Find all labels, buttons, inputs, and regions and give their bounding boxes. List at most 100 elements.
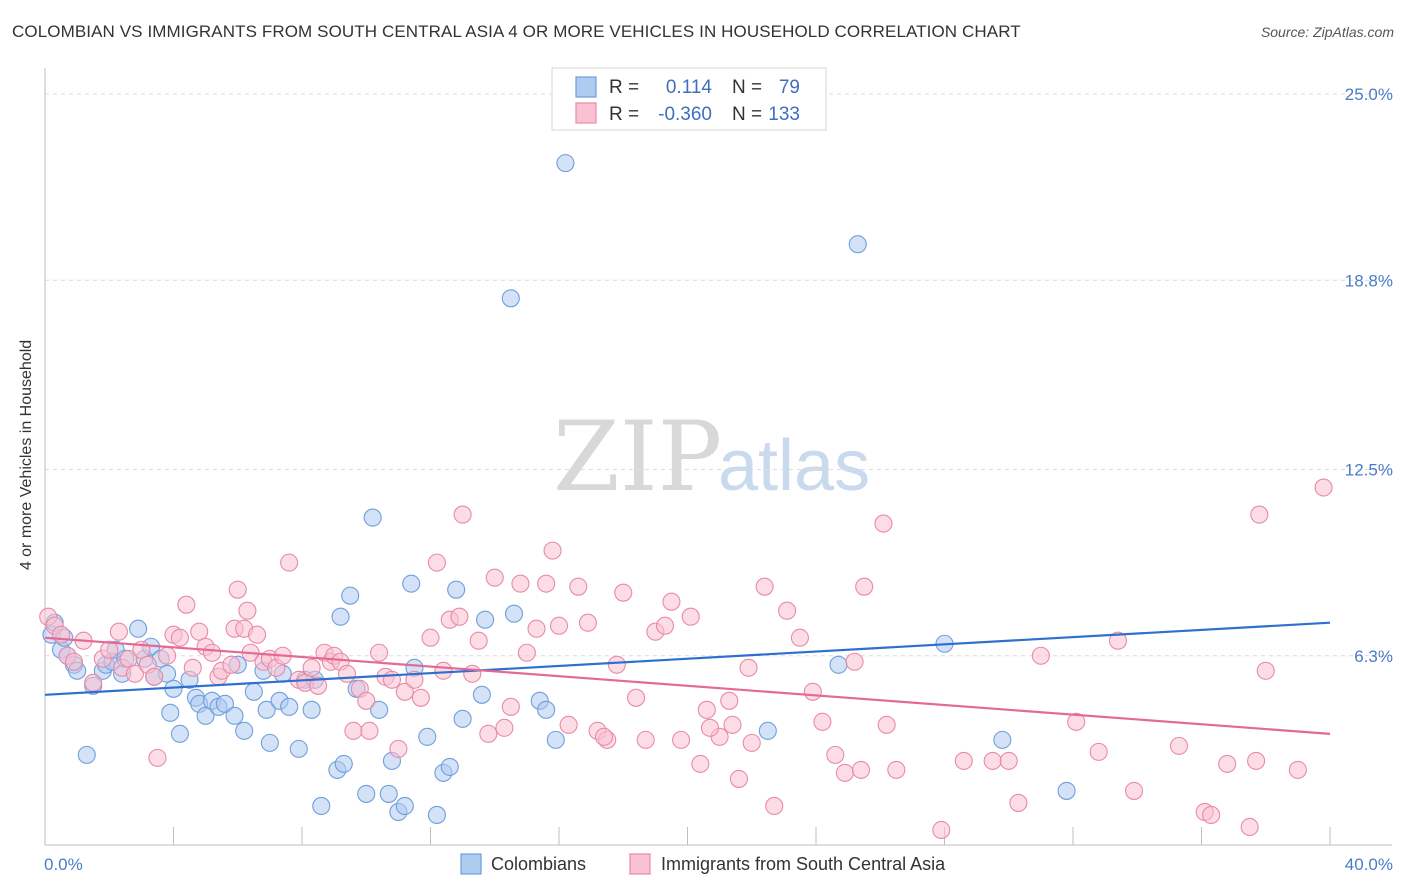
data-point (145, 667, 164, 686)
data-point (517, 643, 536, 662)
data-point (501, 289, 520, 308)
data-point (813, 712, 832, 731)
data-point (742, 733, 761, 752)
data-point (1247, 751, 1266, 770)
data-point (723, 715, 742, 734)
legend-r-label: R = (609, 104, 639, 125)
data-point (700, 718, 720, 737)
data-point (826, 745, 845, 764)
data-point (607, 655, 626, 674)
data-point (337, 664, 357, 683)
series-legend-swatch-colombians (460, 853, 482, 875)
data-point (559, 715, 578, 734)
data-point (546, 730, 565, 749)
source-label: Source: ZipAtlas.com (1260, 24, 1394, 40)
legend-n-value: 79 (779, 77, 800, 98)
legend-r-value: 0.114 (666, 77, 713, 98)
data-point (183, 658, 202, 677)
data-point (1202, 805, 1221, 825)
data-point (479, 724, 498, 743)
data-point (720, 691, 739, 710)
data-point (790, 628, 809, 647)
data-point (627, 688, 646, 707)
data-point (778, 601, 797, 620)
data-point (993, 730, 1012, 749)
data-point (1057, 781, 1076, 800)
data-point (1218, 754, 1237, 773)
trend-line-colombians (44, 621, 1331, 696)
data-point (543, 541, 562, 560)
data-point (370, 643, 389, 662)
data-point (453, 709, 472, 728)
data-point (472, 685, 491, 704)
data-point (309, 676, 328, 695)
series-immigrants-points (39, 478, 1333, 840)
data-point (357, 691, 376, 710)
data-point (501, 697, 520, 716)
data-point (421, 628, 440, 647)
data-point (302, 700, 321, 719)
data-point (874, 514, 893, 533)
data-point (190, 622, 209, 641)
data-point (855, 577, 874, 596)
data-point (1314, 478, 1333, 497)
chart-title: COLOMBIAN VS IMMIGRANTS FROM SOUTH CENTR… (12, 22, 1021, 41)
data-point (983, 751, 1002, 770)
legend-swatch-immigrants (575, 102, 597, 124)
data-point (829, 655, 848, 674)
data-point (845, 652, 864, 671)
tick-labels: 6.3% 12.5% 18.8% 25.0% 0.0% 40.0% (44, 85, 1393, 874)
data-point (851, 760, 871, 779)
data-point (215, 694, 234, 713)
data-point (402, 574, 421, 593)
data-point (357, 784, 376, 803)
data-point (463, 664, 482, 683)
grid-lines (45, 93, 1392, 657)
data-point (228, 580, 247, 599)
data-point (203, 643, 222, 662)
correlation-legend: R = 0.114 N = 79 R = -0.360 N = 133 (551, 67, 827, 131)
data-point (877, 715, 896, 734)
legend-n-label: N = (732, 104, 762, 125)
data-point (405, 670, 424, 689)
legend-swatch-colombians (575, 76, 597, 98)
data-point (672, 730, 691, 749)
data-point (697, 700, 716, 719)
data-point (280, 553, 299, 572)
data-point (469, 631, 488, 650)
data-point (341, 586, 360, 605)
data-point (1288, 760, 1307, 779)
data-point (729, 769, 748, 788)
series-legend-label-immigrants: Immigrants from South Central Asia (661, 854, 946, 874)
data-point (235, 721, 254, 740)
data-point (504, 604, 524, 623)
data-point (411, 688, 430, 707)
data-point (578, 613, 597, 632)
data-point (569, 577, 588, 596)
y-tick-label: 6.3% (1354, 647, 1393, 666)
data-point (887, 760, 906, 779)
series-legend: Colombians Immigrants from South Central… (460, 853, 946, 875)
data-point (177, 595, 196, 614)
data-point (370, 700, 389, 719)
data-point (594, 727, 614, 746)
data-point (549, 616, 569, 635)
legend-n-value: 133 (768, 104, 800, 125)
data-point (556, 154, 575, 173)
trend-lines (44, 621, 1331, 735)
data-point (225, 706, 244, 725)
data-point (280, 697, 299, 716)
y-tick-label: 12.5% (1345, 461, 1393, 480)
data-point (158, 646, 177, 665)
data-point (447, 580, 466, 599)
data-point (363, 508, 382, 527)
data-point (77, 745, 96, 764)
data-point (344, 721, 363, 740)
data-point (312, 796, 331, 815)
data-point (527, 619, 546, 638)
data-point (537, 700, 556, 719)
data-point (434, 661, 453, 680)
data-point (1240, 817, 1259, 837)
data-point (485, 568, 504, 587)
